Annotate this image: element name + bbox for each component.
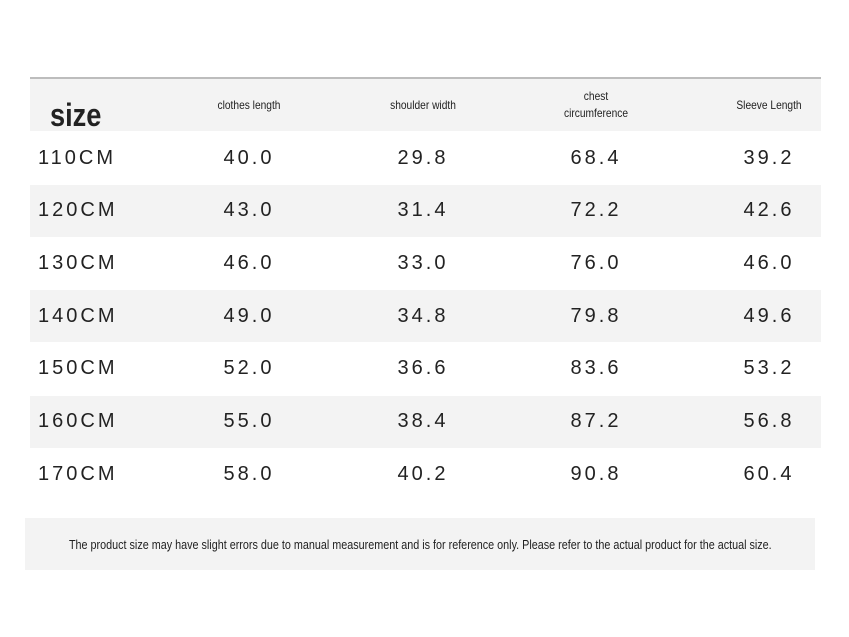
row-label: 160CM — [38, 410, 118, 432]
cell: 68.4 — [570, 146, 622, 169]
cell: 72.2 — [570, 199, 622, 222]
note: The product size may have slight errors … — [68, 536, 772, 552]
cell: 60.4 — [743, 462, 795, 485]
cell: 49.0 — [223, 304, 275, 327]
cell: 31.4 — [397, 199, 449, 222]
cell: shoulder width — [390, 97, 456, 112]
cell: 76.0 — [570, 251, 622, 274]
row-label: 130CM — [38, 251, 118, 274]
cell: 55.0 — [223, 410, 275, 432]
cell: Sleeve Length — [736, 97, 802, 112]
cell: 40.0 — [223, 146, 275, 169]
cell: 34.8 — [397, 304, 449, 327]
cell: 39.2 — [743, 146, 795, 169]
cell: 40.2 — [397, 462, 449, 485]
row-label: 110CM — [38, 146, 116, 169]
note-box: The product size may have slight errors … — [25, 518, 815, 570]
cell: 42.6 — [743, 199, 795, 222]
cell: 90.8 — [570, 462, 622, 485]
row-label: 120CM — [38, 199, 118, 222]
table-row: 150CM 52.0 36.6 83.6 53.2 — [30, 343, 821, 395]
table-row: 140CM 49.0 34.8 79.8 49.6 — [30, 290, 821, 343]
cell: chest circumference — [563, 89, 629, 120]
cell: 79.8 — [570, 304, 622, 327]
cell: 87.2 — [570, 410, 622, 432]
cell: 49.6 — [743, 304, 795, 327]
cell: 33.0 — [397, 251, 449, 274]
cell: 29.8 — [397, 146, 449, 169]
table-row: 110CM 40.0 29.8 68.4 39.2 — [30, 132, 821, 184]
row-label: 140CM — [38, 304, 118, 327]
row-label: 170CM — [38, 462, 118, 485]
table-row: 170CM 58.0 40.2 90.8 60.4 — [30, 448, 821, 500]
cell: 56.8 — [743, 410, 795, 432]
top-rule — [30, 77, 821, 79]
cell: 53.2 — [743, 357, 795, 380]
cell: 36.6 — [397, 357, 449, 380]
cell: 83.6 — [570, 357, 622, 380]
table-row: 120CM 43.0 31.4 72.2 42.6 — [30, 184, 821, 237]
cell: 46.0 — [223, 251, 275, 274]
cell: 58.0 — [223, 462, 275, 485]
table-row: 160CM 55.0 38.4 87.2 56.8 — [30, 395, 821, 448]
table-row: 130CM 46.0 33.0 76.0 46.0 — [30, 237, 821, 289]
row-label: 150CM — [38, 357, 118, 380]
cell: clothes length — [217, 97, 281, 112]
header-row: size clothes length shoulder width chest ci… — [30, 79, 821, 131]
cell: 46.0 — [743, 251, 795, 274]
row-label: size — [50, 96, 102, 133]
cell: 38.4 — [397, 410, 449, 432]
cell: 43.0 — [223, 199, 275, 222]
cell: 52.0 — [223, 357, 275, 380]
